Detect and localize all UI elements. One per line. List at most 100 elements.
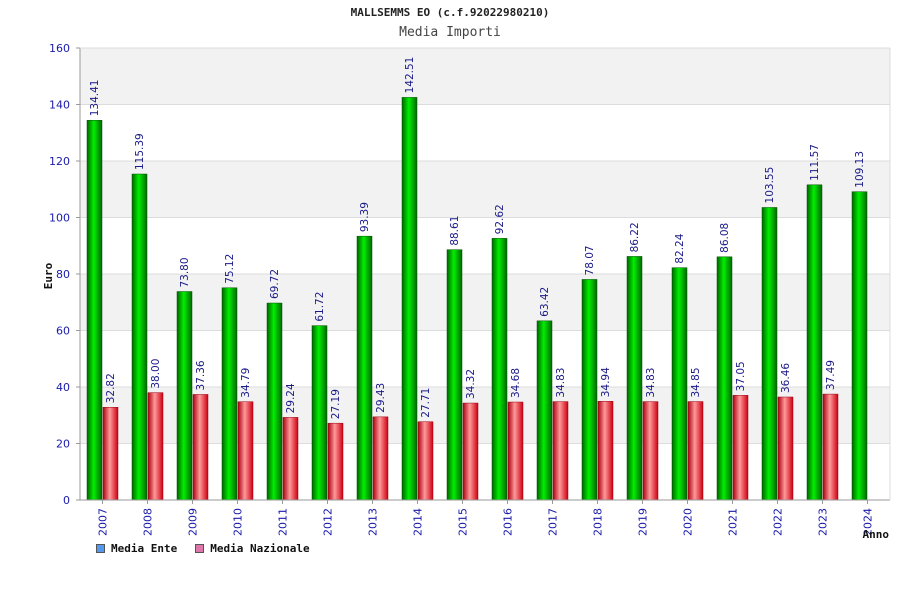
bar-media-ente-2016 bbox=[491, 238, 508, 501]
bar-value-label: 34.83 bbox=[555, 368, 567, 398]
bar-media-nazionale-2023 bbox=[822, 393, 839, 501]
bar-media-nazionale-2016 bbox=[507, 401, 524, 501]
bar-value-label: 86.22 bbox=[629, 222, 641, 252]
bar-media-ente-2023 bbox=[806, 184, 823, 501]
bar-media-ente-2007 bbox=[86, 120, 103, 501]
legend-item-media-nazionale: Media Nazionale bbox=[195, 542, 310, 555]
x-tick-label: 2021 bbox=[727, 508, 740, 536]
y-axis-label: Euro bbox=[42, 262, 55, 289]
plot-background bbox=[80, 48, 890, 500]
bar-value-label: 93.39 bbox=[359, 202, 371, 232]
legend: Media Ente Media Nazionale bbox=[96, 542, 310, 555]
bar-media-nazionale-2008 bbox=[147, 392, 164, 501]
bar-media-ente-2022 bbox=[761, 207, 778, 501]
bar-media-ente-2020 bbox=[671, 267, 688, 501]
bar-value-label: 29.24 bbox=[285, 383, 297, 413]
y-tick-label: 160 bbox=[49, 42, 70, 55]
bar-value-label: 34.83 bbox=[645, 368, 657, 398]
bar-media-nazionale-2011 bbox=[282, 417, 299, 501]
bar-media-nazionale-2012 bbox=[327, 422, 344, 501]
bar-value-label: 103.55 bbox=[764, 167, 776, 204]
x-tick-label: 2024 bbox=[862, 508, 875, 536]
bar-value-label: 36.46 bbox=[780, 363, 792, 393]
axes bbox=[79, 47, 891, 501]
bar-value-label: 61.72 bbox=[314, 292, 326, 322]
y-tick-label: 40 bbox=[56, 381, 70, 394]
chart-subtitle: Media Importi bbox=[399, 25, 501, 40]
bar-media-nazionale-2019 bbox=[642, 401, 659, 501]
bar-media-nazionale-2021 bbox=[732, 395, 749, 501]
bar-media-nazionale-2020 bbox=[687, 401, 704, 501]
x-tick-label: 2018 bbox=[592, 508, 605, 536]
bar-media-nazionale-2017 bbox=[552, 401, 569, 501]
x-tick-label: 2020 bbox=[682, 508, 695, 536]
bar-value-label: 69.72 bbox=[269, 269, 281, 299]
bar-value-label: 92.62 bbox=[494, 204, 506, 234]
y-tick-label: 140 bbox=[49, 99, 70, 112]
bar-media-ente-2009 bbox=[176, 291, 193, 501]
bar-media-nazionale-2018 bbox=[597, 401, 614, 501]
gridlines bbox=[80, 47, 890, 501]
bar-value-label: 34.68 bbox=[510, 368, 522, 398]
x-tick-label: 2015 bbox=[457, 508, 470, 536]
bar-media-ente-2019 bbox=[626, 256, 643, 501]
bar-media-ente-2011 bbox=[266, 302, 283, 501]
bar-value-label: 82.24 bbox=[674, 233, 686, 263]
bar-media-ente-2024 bbox=[851, 191, 868, 501]
bar-media-ente-2018 bbox=[581, 279, 598, 501]
bar-media-ente-2012 bbox=[311, 325, 328, 501]
bar-value-label: 37.49 bbox=[825, 360, 837, 390]
bar-value-label: 34.79 bbox=[240, 368, 252, 398]
bar-media-nazionale-2014 bbox=[417, 421, 434, 501]
x-tick-label: 2022 bbox=[772, 508, 785, 536]
bar-media-nazionale-2013 bbox=[372, 416, 389, 501]
plot-band bbox=[80, 330, 890, 387]
bar-value-label: 142.51 bbox=[404, 57, 416, 94]
legend-label-media-nazionale: Media Nazionale bbox=[210, 542, 310, 555]
bar-media-nazionale-2015 bbox=[462, 402, 479, 501]
y-tick-label: 20 bbox=[56, 438, 70, 451]
legend-label-media-ente: Media Ente bbox=[111, 542, 178, 555]
x-tick-label: 2013 bbox=[367, 508, 380, 536]
x-tick-label: 2009 bbox=[187, 508, 200, 536]
x-tick-label: 2017 bbox=[547, 508, 560, 536]
legend-swatch-media-nazionale bbox=[195, 544, 205, 553]
x-tick-label: 2023 bbox=[817, 508, 830, 536]
bar-media-ente-2017 bbox=[536, 320, 553, 501]
chart-title: MALLSEMMS EO (c.f.92022980210) bbox=[350, 6, 550, 19]
bar-value-label: 109.13 bbox=[854, 151, 866, 188]
x-tick-label: 2019 bbox=[637, 508, 650, 536]
bar-value-label: 29.43 bbox=[375, 383, 387, 413]
bar-value-label: 32.82 bbox=[105, 373, 117, 403]
plot-band bbox=[80, 104, 890, 161]
legend-item-media-ente: Media Ente bbox=[96, 542, 177, 555]
bar-media-nazionale-2022 bbox=[777, 396, 794, 501]
plot-band bbox=[80, 387, 890, 444]
bar-value-label: 34.94 bbox=[600, 367, 612, 397]
y-tick-label: 80 bbox=[56, 268, 70, 281]
bar-media-ente-2013 bbox=[356, 235, 373, 501]
bar-value-label: 75.12 bbox=[224, 254, 236, 284]
plot-band bbox=[80, 274, 890, 331]
bar-value-label: 73.80 bbox=[179, 257, 191, 287]
bar-value-label: 86.08 bbox=[719, 223, 731, 253]
x-axis-ticks: 2007 2008 2009 2010 2011 2012 2013 2014 2015 2016… bbox=[97, 500, 875, 536]
x-tick-label: 2016 bbox=[502, 508, 515, 536]
bar-value-label: 34.32 bbox=[465, 369, 477, 399]
plot-band bbox=[80, 48, 890, 105]
x-tick-label: 2011 bbox=[277, 508, 290, 536]
legend-swatch-media-ente bbox=[96, 544, 105, 553]
bar-media-nazionale-2010 bbox=[237, 401, 254, 501]
bar-value-label: 34.85 bbox=[690, 367, 702, 397]
bar-value-label: 27.19 bbox=[330, 389, 342, 419]
bar-value-label: 63.42 bbox=[539, 287, 551, 317]
x-tick-label: 2007 bbox=[97, 508, 110, 536]
bar-value-label: 27.71 bbox=[420, 388, 432, 418]
x-tick-label: 2014 bbox=[412, 508, 425, 536]
bar-value-label: 88.61 bbox=[449, 216, 461, 246]
x-tick-label: 2008 bbox=[142, 508, 155, 536]
bar-media-nazionale-2009 bbox=[192, 394, 209, 501]
y-tick-label: 60 bbox=[56, 325, 70, 338]
plot-band bbox=[80, 443, 890, 500]
